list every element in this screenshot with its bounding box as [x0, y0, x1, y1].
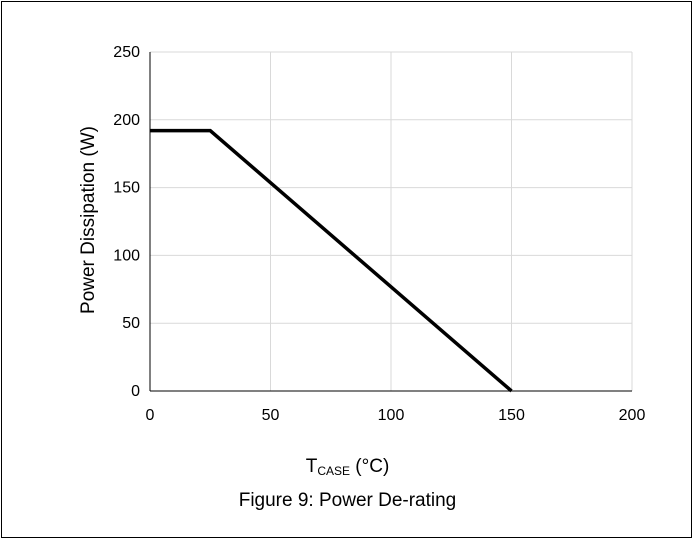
- y-tick-label-3: 150: [113, 180, 140, 197]
- x-tick-label-1: 50: [262, 407, 280, 424]
- y-tick-label-5: 250: [113, 44, 140, 61]
- x-axis-title-unit: (°C): [350, 456, 390, 477]
- y-tick-label-0: 0: [131, 383, 140, 400]
- x-axis-title-main: T: [305, 456, 318, 477]
- x-tick-label-0: 0: [146, 407, 155, 424]
- x-axis-title: TCASE (°C): [0, 456, 695, 478]
- y-tick-labels: 0 50 100 150 200 250: [113, 44, 140, 400]
- figure-caption: Figure 9: Power De-rating: [238, 490, 457, 511]
- x-axis-title-subscript: CASE: [317, 464, 351, 478]
- y-tick-label-2: 100: [113, 247, 140, 264]
- y-tick-label-4: 200: [113, 112, 140, 129]
- series-line-0: [150, 128, 513, 393]
- axes: [149, 52, 632, 392]
- grid-lines: [150, 51, 633, 391]
- x-tick-labels: 0 50 100 150 200: [146, 407, 646, 424]
- y-tick-label-1: 50: [122, 315, 140, 332]
- x-tick-label-2: 100: [378, 407, 405, 424]
- x-tick-label-4: 200: [619, 407, 646, 424]
- x-tick-label-3: 150: [498, 407, 525, 424]
- series: [150, 128, 513, 393]
- y-axis-title: Power Dissipation (W): [78, 126, 99, 314]
